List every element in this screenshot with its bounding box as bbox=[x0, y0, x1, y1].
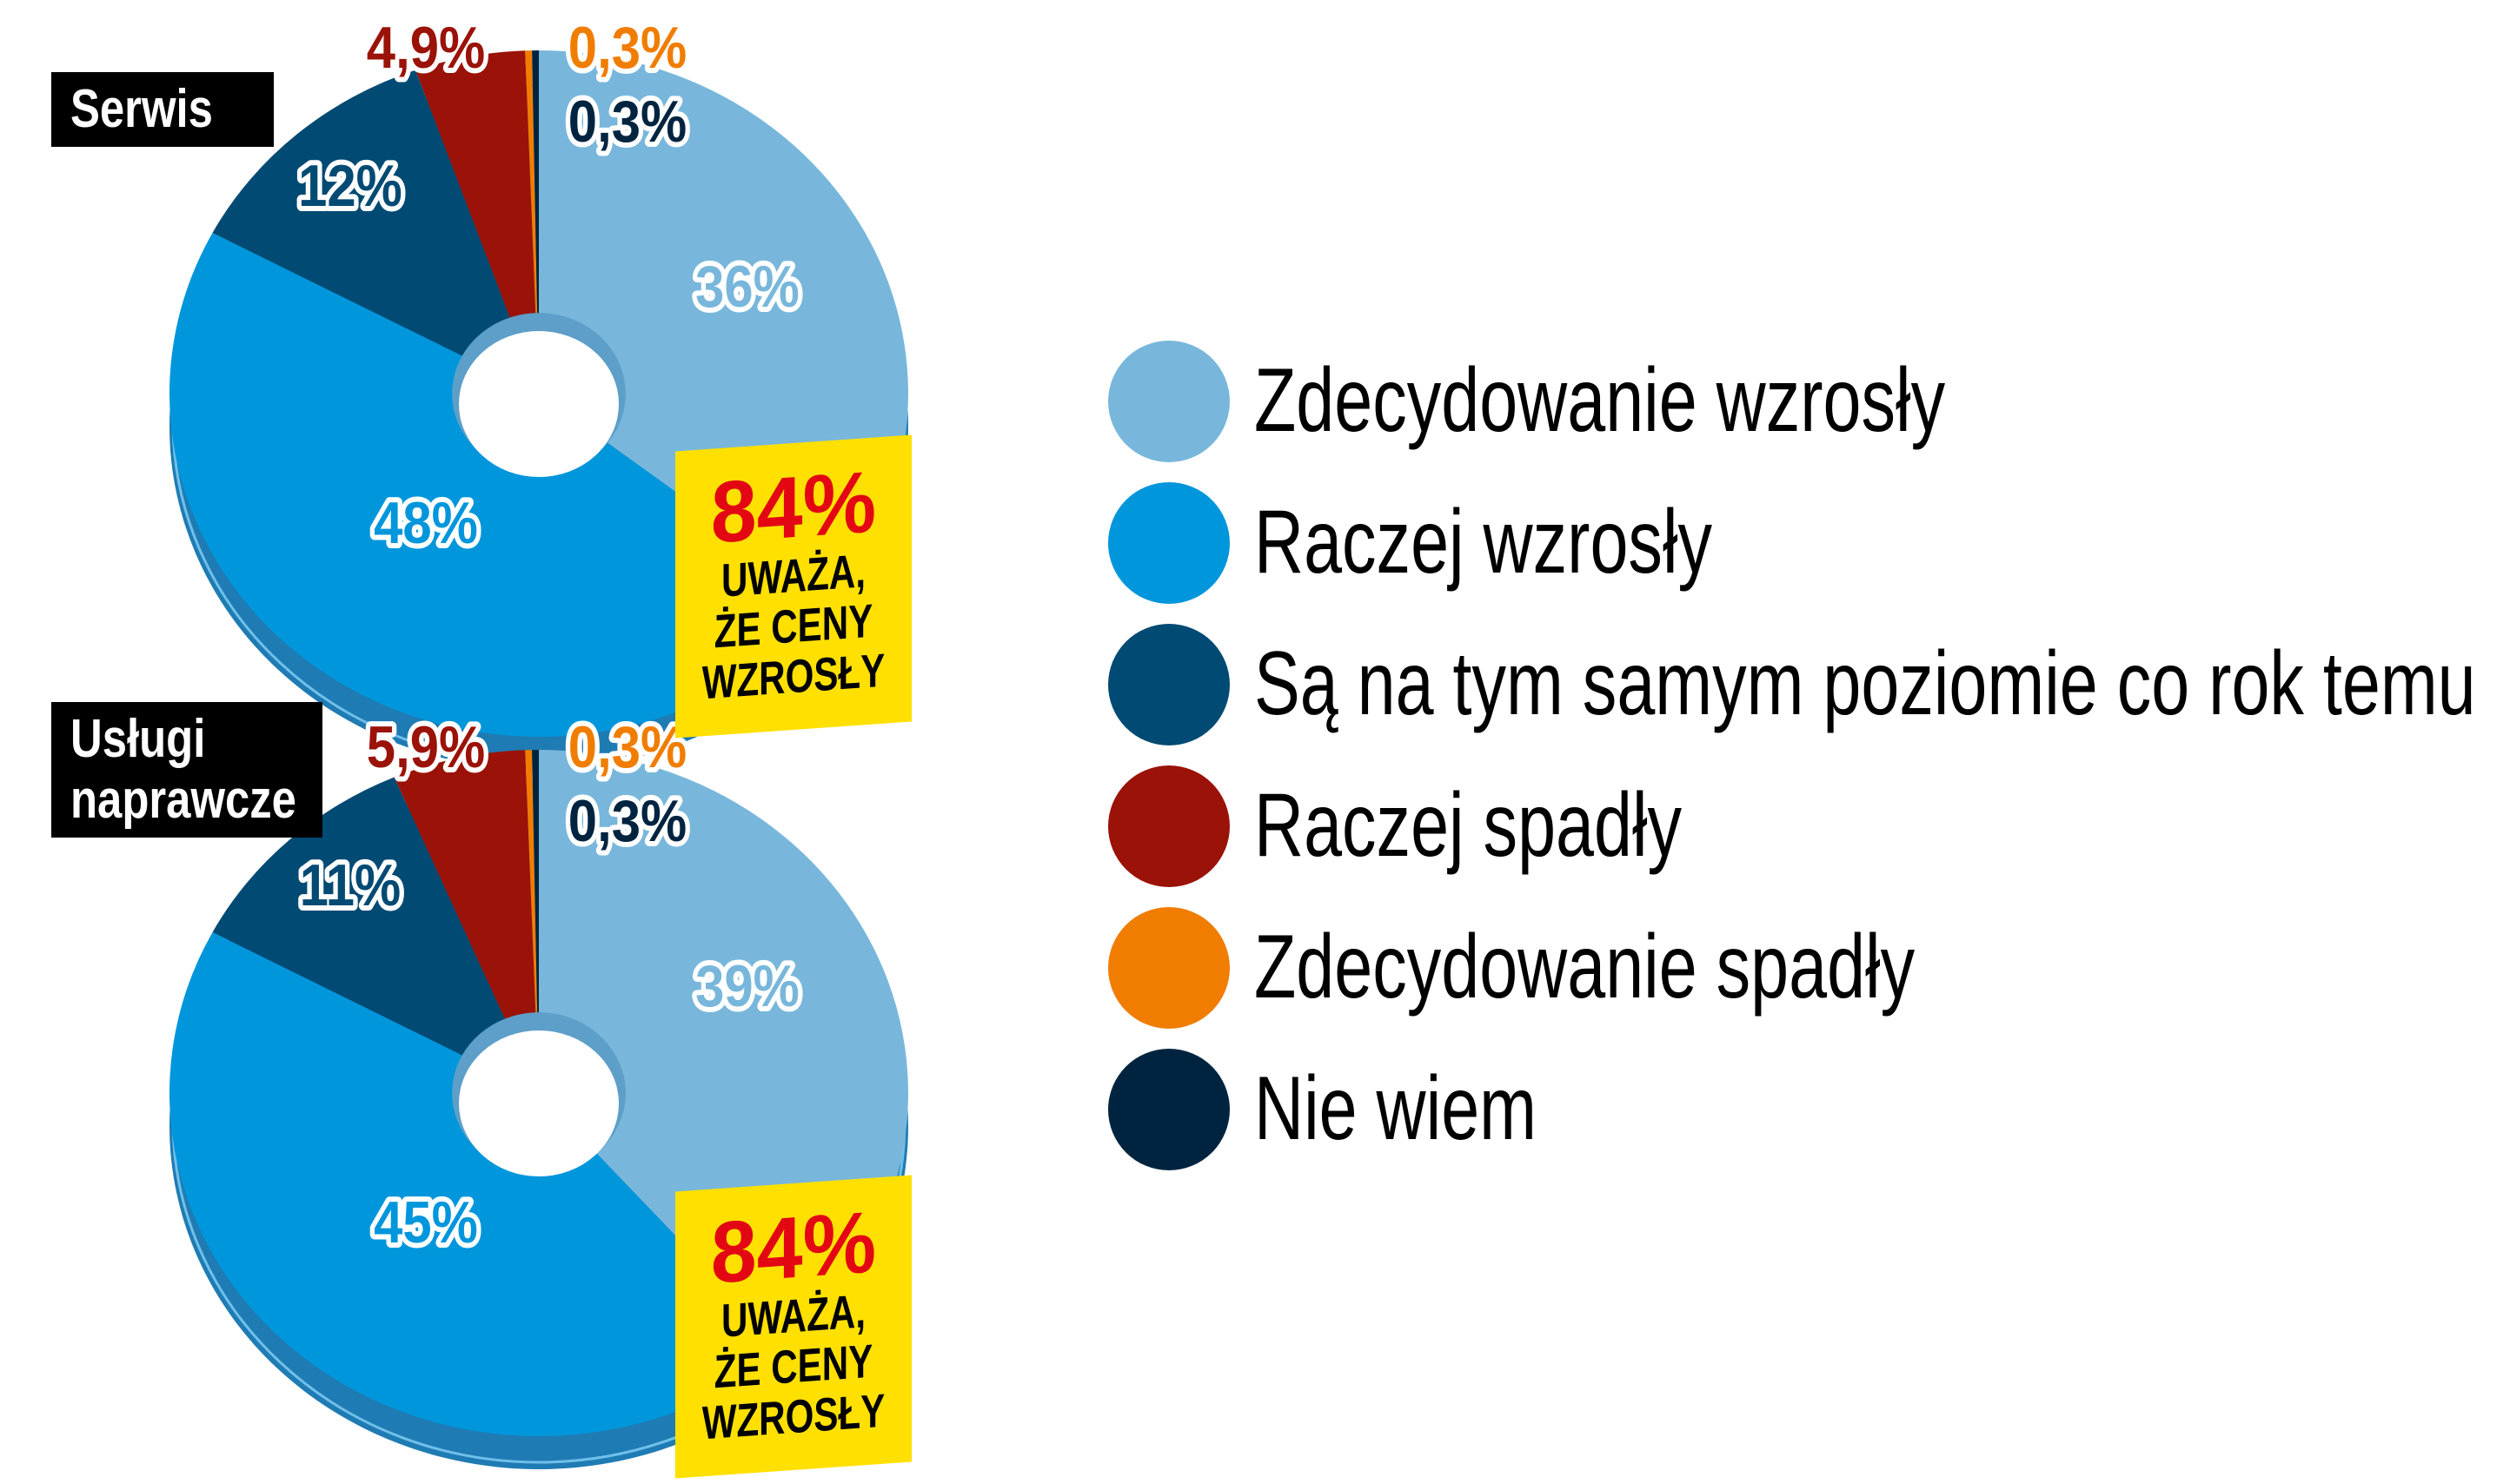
callout-box-serwis: 84% UWAŻA, ŻE CENY WZROSŁY bbox=[675, 434, 912, 739]
donut-slice bbox=[394, 750, 536, 1019]
legend-swatch bbox=[1108, 765, 1230, 887]
slice-label: 45% bbox=[374, 1189, 478, 1255]
legend-item: Zdecydowanie wzrosły bbox=[1108, 330, 2510, 472]
callout-value: 84% bbox=[710, 453, 877, 562]
legend-item: Są na tym samym poziomie co rok temu bbox=[1108, 613, 2510, 755]
legend-swatch bbox=[1108, 481, 1230, 604]
legend-label: Zdecydowanie wzrosły bbox=[1254, 350, 1946, 451]
donut-slice bbox=[532, 50, 539, 314]
donut-slice bbox=[415, 50, 536, 318]
legend-item: Zdecydowanie spadły bbox=[1108, 897, 2510, 1038]
chart-title-line2: naprawcze bbox=[70, 770, 296, 830]
legend-swatch bbox=[1108, 906, 1230, 1029]
legend-item: Raczej spadły bbox=[1108, 755, 2510, 897]
callout-line: WZROSŁY bbox=[701, 644, 886, 710]
slice-label: 48% bbox=[374, 489, 478, 555]
donut-slice bbox=[532, 750, 539, 1013]
slice-label: 5,9% bbox=[367, 713, 485, 779]
slice-label: 12% bbox=[298, 152, 402, 218]
donut-slice bbox=[212, 70, 510, 356]
donut-hole bbox=[459, 1030, 619, 1176]
donut-hole bbox=[459, 331, 619, 477]
slice-label: 36% bbox=[695, 253, 800, 319]
legend: Zdecydowanie wzrosły Raczej wzrosły Są n… bbox=[1108, 330, 2510, 1180]
chart-title-uslugi: Usługi naprawcze bbox=[51, 702, 322, 838]
legend-swatch bbox=[1108, 1048, 1230, 1170]
chart-title-text: Serwis bbox=[70, 79, 213, 139]
donut-slice bbox=[169, 232, 832, 737]
slice-label: 4,9% bbox=[367, 14, 485, 80]
callout-line: WZROSŁY bbox=[701, 1384, 886, 1450]
legend-label: Raczej wzrosły bbox=[1254, 492, 1713, 593]
callout-value: 84% bbox=[710, 1193, 877, 1302]
legend-item: Raczej wzrosły bbox=[1108, 472, 2510, 613]
legend-label: Raczej spadły bbox=[1254, 775, 1683, 876]
legend-item: Nie wiem bbox=[1108, 1038, 2510, 1180]
slice-label: 39% bbox=[695, 952, 800, 1018]
slice-label: 0,3% bbox=[568, 14, 687, 80]
donut-slice bbox=[212, 777, 505, 1056]
slice-label: 11% bbox=[300, 851, 401, 918]
callout-box-uslugi: 84% UWAŻA, ŻE CENY WZROSŁY bbox=[675, 1175, 912, 1479]
chart-title-line1: Usługi bbox=[70, 709, 206, 769]
donut-slice bbox=[525, 750, 538, 1013]
slice-label: 0,3% bbox=[568, 787, 687, 853]
legend-swatch bbox=[1108, 623, 1230, 745]
legend-label: Są na tym samym poziomie co rok temu bbox=[1254, 633, 2476, 734]
donut-slice bbox=[169, 931, 785, 1436]
slice-label: 0,3% bbox=[568, 713, 687, 779]
donut-slice bbox=[525, 50, 538, 314]
slice-label: 0,3% bbox=[568, 88, 687, 154]
legend-label: Nie wiem bbox=[1254, 1058, 1537, 1159]
donut-chart-0: 36% 48% 12% 4,9% 0,3% 0,3% bbox=[169, 10, 908, 770]
legend-label: Zdecydowanie spadły bbox=[1254, 917, 1916, 1017]
legend-swatch bbox=[1108, 340, 1230, 462]
chart-title-serwis: Serwis bbox=[51, 72, 274, 147]
